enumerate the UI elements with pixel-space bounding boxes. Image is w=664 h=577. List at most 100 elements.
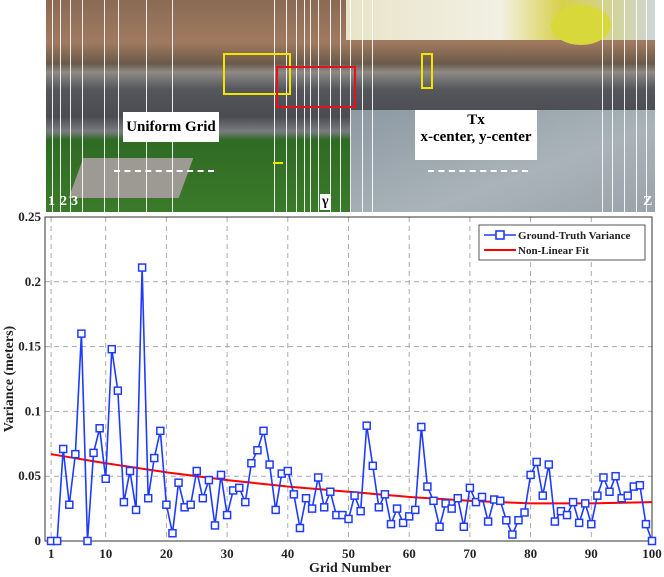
data-point-marker xyxy=(459,522,469,531)
data-point-marker xyxy=(447,504,456,513)
data-point-marker xyxy=(150,453,159,463)
data-point-marker xyxy=(386,519,396,529)
x-tick-label: 70 xyxy=(463,546,476,561)
data-point-marker xyxy=(295,523,305,533)
plot-frame xyxy=(44,216,653,542)
data-point-marker xyxy=(392,504,402,513)
legend-gt-label: Ground-Truth Variance xyxy=(518,230,630,242)
data-point-marker xyxy=(465,483,475,493)
data-point-marker xyxy=(52,536,62,546)
data-point-marker xyxy=(423,482,432,491)
data-point-marker xyxy=(301,493,311,503)
grid-line xyxy=(602,0,603,212)
data-point-marker xyxy=(599,473,608,482)
grid-cell-marker xyxy=(273,162,283,164)
grid-line xyxy=(118,0,119,212)
data-point-marker xyxy=(471,497,481,507)
data-point-marker xyxy=(89,448,98,458)
data-point-marker xyxy=(234,483,244,493)
data-point-marker xyxy=(174,478,183,487)
data-point-marker xyxy=(587,519,596,529)
data-point-marker xyxy=(593,491,602,500)
tree xyxy=(551,5,611,45)
data-point-marker xyxy=(544,460,554,469)
dashed-line-right xyxy=(428,170,528,172)
data-point-marker xyxy=(368,461,378,471)
data-point-marker xyxy=(192,466,201,476)
data-point-marker xyxy=(362,421,371,430)
scene-photo: Uniform Grid Tx x-center, y-center 1 2 3… xyxy=(46,0,655,212)
axis-ticks: 1 10 20 30 40 50 60 70 80 90 100 0 0.05 0.1 0.15 0.2 0.2… xyxy=(18,209,662,561)
y-axis-label: Variance (meters) xyxy=(2,325,17,432)
dashed-line-left xyxy=(114,170,214,172)
y-tick-label: 0.2 xyxy=(25,274,41,289)
data-point-marker xyxy=(605,487,614,497)
data-point-marker xyxy=(453,493,463,503)
x-tick-label: 100 xyxy=(642,546,662,561)
data-point-marker xyxy=(326,487,335,497)
data-point-marker xyxy=(514,516,523,525)
data-point-marker xyxy=(101,474,110,484)
data-point-marker xyxy=(247,458,256,468)
grid-line xyxy=(646,0,647,212)
x-tick-label: 60 xyxy=(403,546,416,561)
legend: Ground-Truth Variance Non-Linear Fit xyxy=(478,224,646,261)
x-tick-label: 90 xyxy=(585,546,598,561)
data-point-marker xyxy=(635,481,645,490)
data-point-marker xyxy=(574,518,584,528)
x-tick-label: 80 xyxy=(524,546,537,561)
grid-line xyxy=(624,0,625,212)
data-point-marker xyxy=(113,386,123,395)
data-point-marker xyxy=(259,426,268,436)
data-point-marker xyxy=(210,521,220,530)
data-point-marker xyxy=(623,491,632,500)
y-tick-label: 0.05 xyxy=(18,468,41,483)
data-point-marker xyxy=(271,505,280,515)
grid-line xyxy=(274,0,275,212)
data-point-marker xyxy=(265,460,274,469)
last-grid-label: Z xyxy=(643,194,653,209)
uniform-grid-label: Uniform Grid xyxy=(123,112,219,142)
grid-line xyxy=(104,0,105,212)
data-point-marker xyxy=(356,506,365,516)
data-point-marker xyxy=(532,457,541,467)
x-tick-label: 20 xyxy=(160,546,173,561)
grid-line xyxy=(372,0,373,212)
data-point-marker xyxy=(168,528,177,538)
y-tick-label: 0.15 xyxy=(18,339,41,354)
x-tick-label: 40 xyxy=(281,546,294,561)
tx-label: Tx x-center, y-center xyxy=(415,110,537,160)
data-point-marker xyxy=(71,449,80,459)
data-point-marker xyxy=(283,466,293,476)
grid-index-3: 3 xyxy=(71,194,78,209)
data-point-marker xyxy=(398,518,408,528)
data-point-marker xyxy=(526,470,535,480)
data-point-marker xyxy=(156,426,165,436)
data-point-marker xyxy=(435,522,444,531)
data-point-marker xyxy=(253,446,262,455)
gamma-label: γ xyxy=(320,194,331,210)
tx-label-line1: Tx xyxy=(467,112,485,128)
grid-line xyxy=(146,0,147,212)
data-point-marker xyxy=(137,263,147,272)
data-point-marker xyxy=(496,496,505,506)
data-point-marker xyxy=(374,503,384,512)
data-point-marker xyxy=(319,503,329,512)
grid-index-1: 1 xyxy=(48,194,55,209)
grid-index-2: 2 xyxy=(60,194,67,209)
data-point-marker xyxy=(441,499,450,508)
data-point-marker xyxy=(611,471,620,481)
data-point-marker xyxy=(58,444,68,454)
data-point-marker xyxy=(344,514,353,524)
grid-line xyxy=(52,0,53,212)
data-point-marker xyxy=(508,530,517,539)
data-point-marker xyxy=(241,497,250,507)
data-point-marker xyxy=(562,510,572,520)
grid-line xyxy=(612,0,613,212)
grid-line xyxy=(172,0,173,212)
pedestrian-bounding-box xyxy=(421,53,433,89)
data-point-marker xyxy=(313,473,323,482)
data-point-marker xyxy=(483,517,493,526)
data-point-marker xyxy=(307,504,317,513)
data-point-marker xyxy=(641,519,651,529)
